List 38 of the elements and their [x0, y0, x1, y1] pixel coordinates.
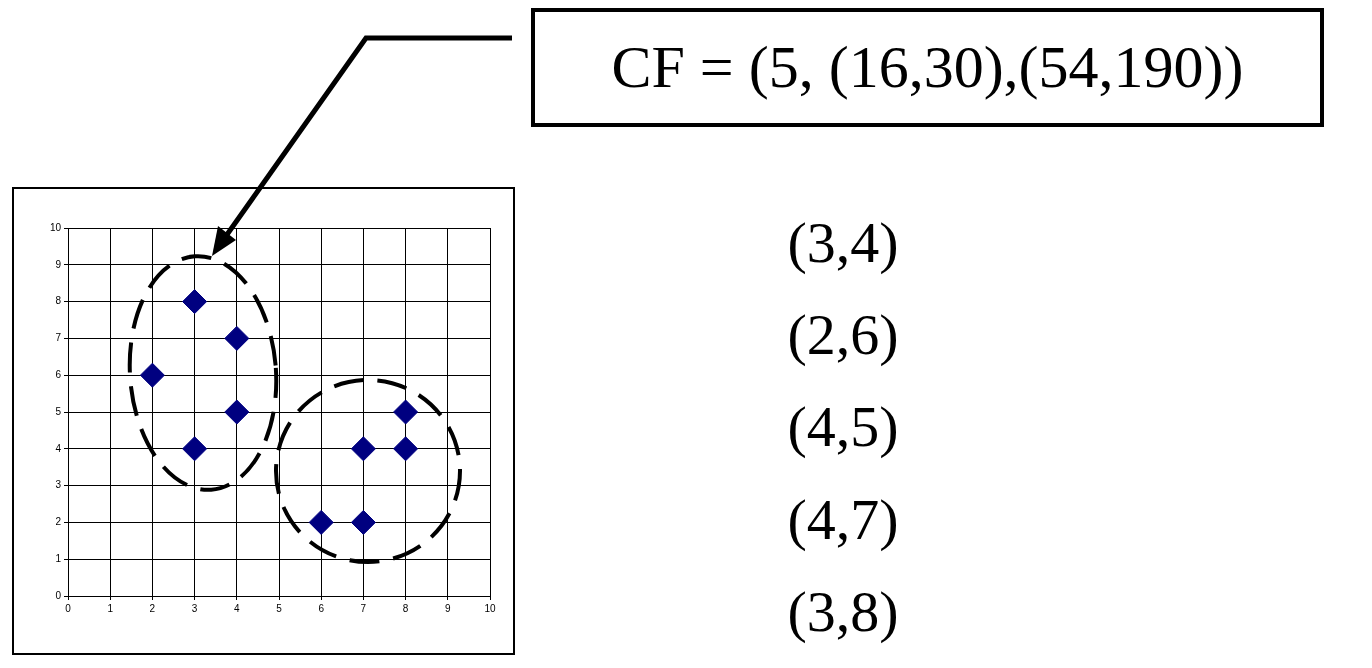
y-tick-label: 7: [55, 332, 62, 344]
x-tick-label: 8: [402, 602, 409, 614]
y-tick-label: 0: [55, 589, 62, 601]
point: [224, 325, 250, 351]
point: [182, 436, 208, 462]
text: (2,6): [786, 301, 900, 370]
y-tick-label: 2: [55, 516, 62, 528]
x-tick-label: 6: [318, 602, 325, 614]
text: (4,7): [786, 485, 900, 554]
point: [224, 399, 250, 425]
x-tick-label: 0: [65, 602, 72, 614]
x-tick-label: 1: [107, 602, 114, 614]
x-tick-label: 4: [234, 602, 241, 614]
y-tick-label: 8: [55, 295, 62, 307]
y-tick-label: 3: [55, 479, 62, 491]
y-tick-label: 9: [55, 258, 62, 270]
point: [350, 509, 376, 535]
x-tick-label: 7: [360, 602, 367, 614]
y-tick-label: 1: [55, 552, 62, 564]
point: [139, 362, 165, 388]
x-tick-label: 3: [191, 602, 198, 614]
x-tick-label: 5: [276, 602, 283, 614]
point: [350, 436, 376, 462]
x-tick-label: 2: [149, 602, 156, 614]
text: (3,4): [786, 209, 900, 277]
point: [182, 289, 208, 315]
x-tick-label: 10: [484, 602, 496, 614]
x-tick-label: 9: [445, 602, 452, 614]
y-tick-label: 6: [55, 368, 62, 380]
y-tick-label: 5: [55, 405, 62, 417]
y-tick-label: 4: [55, 442, 62, 454]
text: (4,5): [786, 393, 900, 462]
point: [393, 436, 419, 462]
y-tick-label: 10: [49, 221, 62, 233]
point: [308, 509, 334, 535]
point: [393, 399, 419, 425]
text: (3,8): [786, 577, 900, 646]
text: CF = (5, (16,30),(54,190)): [531, 8, 1324, 127]
